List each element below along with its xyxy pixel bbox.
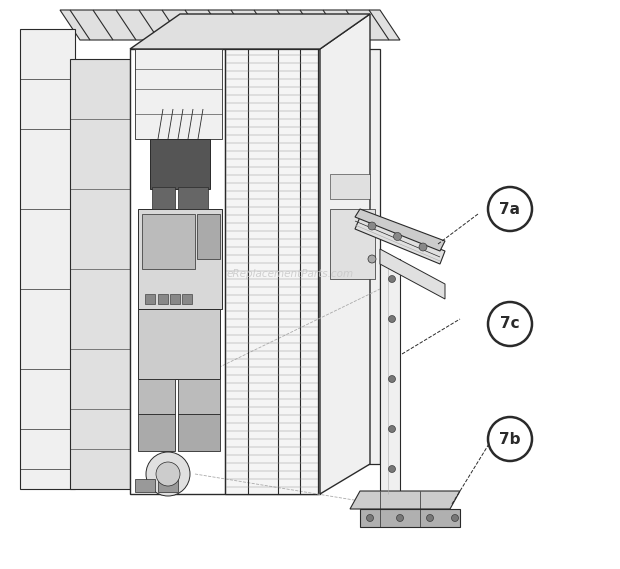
- Polygon shape: [138, 309, 220, 379]
- Circle shape: [488, 302, 532, 346]
- Polygon shape: [330, 174, 370, 199]
- Polygon shape: [130, 14, 370, 49]
- Polygon shape: [182, 294, 192, 304]
- Polygon shape: [135, 49, 222, 139]
- Polygon shape: [178, 187, 208, 209]
- Polygon shape: [150, 139, 210, 189]
- Polygon shape: [20, 29, 75, 489]
- Text: eReplacementParts.com: eReplacementParts.com: [226, 269, 353, 279]
- Polygon shape: [70, 59, 130, 489]
- Polygon shape: [330, 209, 375, 279]
- Circle shape: [451, 514, 459, 522]
- Polygon shape: [178, 414, 220, 451]
- Circle shape: [389, 426, 396, 432]
- Polygon shape: [380, 249, 445, 299]
- Polygon shape: [138, 209, 222, 309]
- Polygon shape: [320, 49, 380, 464]
- Polygon shape: [60, 10, 400, 40]
- Polygon shape: [380, 259, 400, 494]
- Text: 7c: 7c: [500, 316, 520, 332]
- Circle shape: [368, 255, 376, 263]
- Circle shape: [368, 225, 376, 233]
- Polygon shape: [225, 49, 318, 494]
- Circle shape: [389, 315, 396, 323]
- Circle shape: [394, 233, 402, 241]
- Polygon shape: [197, 214, 220, 259]
- Polygon shape: [152, 187, 175, 209]
- Polygon shape: [142, 214, 195, 269]
- Circle shape: [366, 514, 373, 522]
- Polygon shape: [158, 479, 178, 492]
- Polygon shape: [320, 14, 370, 494]
- Text: 7a: 7a: [500, 201, 521, 216]
- Polygon shape: [130, 49, 320, 494]
- Circle shape: [427, 514, 433, 522]
- Polygon shape: [350, 491, 460, 509]
- Circle shape: [419, 243, 427, 251]
- Polygon shape: [355, 209, 445, 251]
- Polygon shape: [145, 294, 155, 304]
- Text: 7b: 7b: [499, 431, 521, 447]
- Circle shape: [389, 376, 396, 382]
- Polygon shape: [355, 217, 445, 264]
- Circle shape: [146, 452, 190, 496]
- Circle shape: [397, 514, 404, 522]
- Polygon shape: [178, 379, 220, 414]
- Polygon shape: [158, 294, 168, 304]
- Circle shape: [368, 222, 376, 230]
- Polygon shape: [360, 509, 460, 527]
- Polygon shape: [170, 294, 180, 304]
- Polygon shape: [138, 414, 175, 451]
- Circle shape: [389, 465, 396, 472]
- Circle shape: [156, 462, 180, 486]
- Polygon shape: [135, 479, 155, 492]
- Circle shape: [389, 275, 396, 282]
- Circle shape: [488, 417, 532, 461]
- Polygon shape: [138, 379, 175, 414]
- Circle shape: [488, 187, 532, 231]
